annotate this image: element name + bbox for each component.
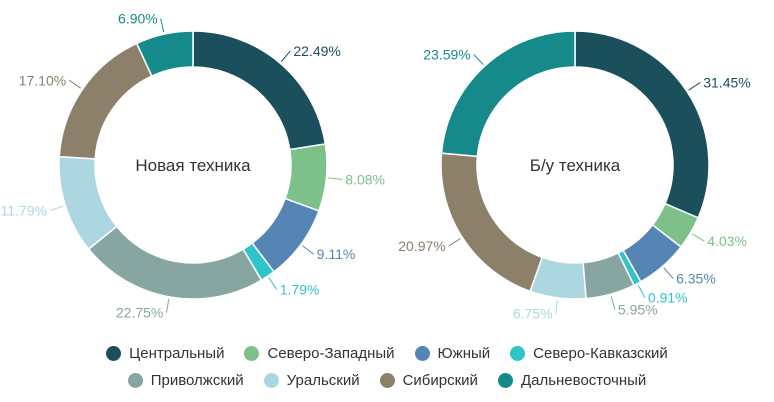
slice-label: 6.75% (513, 306, 553, 322)
legend-swatch (510, 346, 526, 361)
slice-label: 8.08% (345, 171, 385, 187)
legend-label: Приволжский (150, 372, 244, 389)
slice-label: 17.10% (19, 72, 66, 88)
legend-row-2: Приволжский Уральский Сибирский Дальнево… (0, 372, 774, 389)
slice-label: 22.75% (116, 305, 163, 321)
legend-swatch (263, 373, 279, 388)
legend-label: Уральский (286, 372, 360, 389)
leader-line (328, 177, 343, 180)
legend-swatch (379, 373, 395, 388)
legend-label: Сибирский (402, 372, 478, 389)
leader-line (637, 285, 646, 298)
legend-label: Южный (437, 345, 491, 362)
leader-line (165, 298, 170, 313)
leader-line (610, 295, 616, 310)
donut-slice (440, 30, 576, 158)
donut-slice (87, 225, 263, 300)
legend-label: Северо-Кавказский (533, 345, 668, 362)
slice-label: 0.91% (648, 290, 688, 306)
legend-label: Северо-Западный (267, 345, 395, 362)
leader-line (555, 299, 558, 314)
legend-swatch (414, 346, 430, 361)
donut-slice (58, 42, 153, 160)
slice-label: 6.35% (676, 270, 716, 286)
donut-center-title: Б/у техника (530, 156, 621, 175)
leader-line (160, 18, 165, 33)
legend-swatch (127, 373, 143, 388)
leader-line (68, 79, 82, 89)
leader-line (691, 233, 705, 242)
legend-item-far-east: Дальневосточный (497, 372, 647, 389)
legend-swatch (106, 346, 122, 361)
legend-item-volga: Приволжский (127, 372, 244, 389)
legend-label: Дальневосточный (520, 372, 647, 389)
slice-label: 23.59% (423, 46, 470, 62)
slice-label: 5.95% (618, 302, 658, 318)
donut-slice (574, 30, 710, 219)
slice-label: 4.03% (707, 233, 747, 249)
slice-label: 20.97% (398, 238, 445, 254)
slice-label: 1.79% (280, 281, 320, 297)
slice-label: 22.49% (293, 43, 340, 59)
leader-line (663, 267, 674, 279)
legend-item-north-caucasus: Северо-Кавказский (510, 345, 668, 362)
legend-item-northwest: Северо-Западный (244, 345, 395, 362)
legend-item-ural: Уральский (263, 372, 360, 389)
donut-slice (135, 30, 194, 78)
legend-swatch (244, 346, 260, 361)
slice-label: 31.45% (703, 74, 750, 90)
slice-label: 6.90% (118, 11, 158, 27)
leader-line (280, 50, 291, 62)
legend-item-siberia: Сибирский (379, 372, 478, 389)
leader-line (302, 245, 314, 255)
leader-line (688, 82, 701, 91)
leader-line (473, 54, 484, 66)
leader-line (448, 237, 461, 247)
leader-line (268, 277, 278, 290)
legend-label: Центральный (129, 345, 225, 362)
slice-label: 9.11% (317, 246, 356, 262)
donut-charts: 22.49% 8.08% 9.11% 1.79% 22.75% 11.79% 17.10% 6… (1, 11, 751, 322)
legend-swatch (497, 373, 513, 388)
donut-slice (440, 152, 544, 293)
slice-label: 11.79% (1, 202, 47, 218)
legend-item-central: Центральный (106, 345, 224, 362)
leader-line (49, 205, 64, 211)
legend-row-1: Центральный Северо-Западный Южный Северо… (0, 345, 774, 362)
donut-center-title: Новая техника (135, 156, 251, 175)
legend-item-south: Южный (414, 345, 491, 362)
